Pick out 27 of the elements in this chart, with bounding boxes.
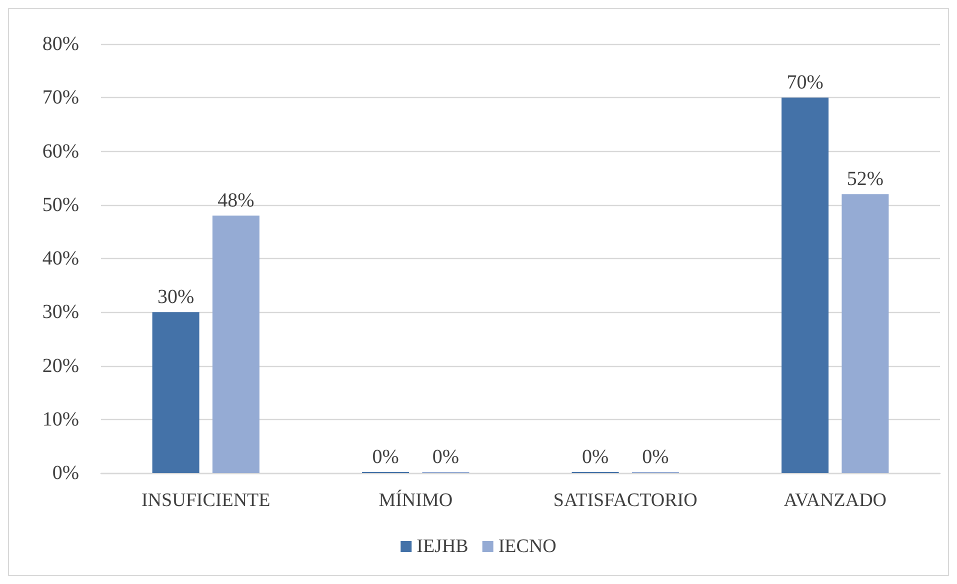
y-tick-label: 30% (42, 301, 79, 324)
data-label: 0% (372, 446, 399, 468)
legend-label: IECNO (498, 536, 556, 557)
x-tick-label: MÍNIMO (378, 489, 453, 511)
data-label: 0% (642, 446, 669, 468)
data-label: 48% (218, 190, 254, 212)
y-tick-label: 40% (42, 248, 79, 270)
y-tick-label: 70% (42, 86, 79, 109)
y-tick-label: 80% (42, 33, 79, 55)
bar (842, 194, 889, 473)
data-label: 52% (846, 168, 884, 190)
data-label: 30% (157, 286, 194, 308)
data-label: 0% (432, 446, 460, 468)
y-tick-label: 60% (42, 140, 79, 162)
bar (212, 216, 260, 473)
legend-label: IEJHB (416, 536, 468, 557)
data-label: 0% (582, 446, 609, 468)
x-tick-label: INSUFICIENTE (141, 490, 270, 511)
bar (782, 98, 829, 473)
y-tick-label: 50% (42, 194, 79, 216)
data-label: 70% (786, 72, 824, 94)
y-tick-label: 0% (52, 462, 79, 484)
bar (152, 312, 200, 473)
y-tick-label: 10% (42, 408, 79, 430)
x-tick-label: AVANZADO (784, 490, 887, 511)
y-tick-label: 20% (42, 354, 79, 377)
x-tick-label: SATISFACTORIO (553, 490, 698, 511)
